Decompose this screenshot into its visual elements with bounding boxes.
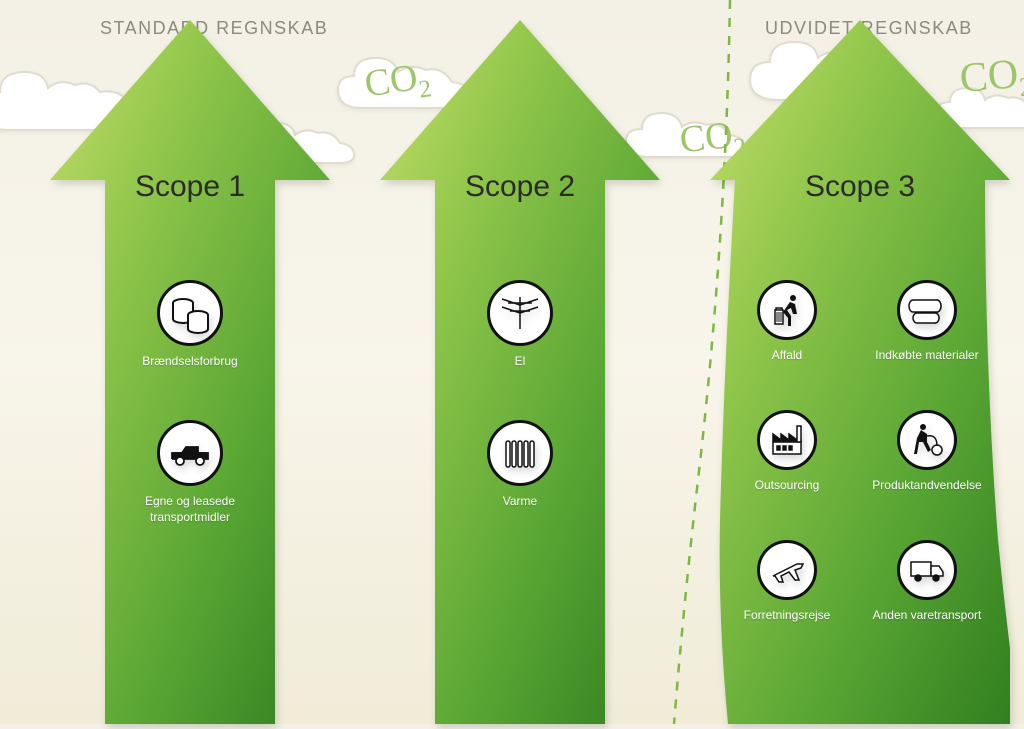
item-electricity: El	[455, 280, 585, 370]
lorry-icon	[897, 540, 957, 600]
item-label: Forretningsrejse	[744, 608, 831, 624]
power-icon	[487, 280, 553, 346]
scope-arrow-3: Scope 3 Affald Indkøbte materialer Outso…	[710, 20, 1010, 724]
item-waste: Affald	[722, 280, 852, 364]
scope-title: Scope 1	[50, 170, 330, 204]
item-fuel: Brændselsforbrug	[125, 280, 255, 370]
waste-icon	[757, 280, 817, 340]
radiator-icon	[487, 420, 553, 486]
item-outsourcing: Outsourcing	[722, 410, 852, 494]
logs-icon	[897, 280, 957, 340]
item-product-use: Produktandvendelse	[862, 410, 992, 494]
item-label: Indkøbte materialer	[875, 348, 978, 364]
item-label: Produktandvendelse	[872, 478, 981, 494]
truck-icon	[157, 420, 223, 486]
item-label: Affald	[772, 348, 802, 364]
item-travel: Forretningsrejse	[722, 540, 852, 624]
scope-arrow-1: Scope 1 Brændselsforbrug Egne og leasede…	[50, 20, 330, 724]
factory-icon	[757, 410, 817, 470]
item-label: El	[515, 354, 526, 370]
plane-icon	[757, 540, 817, 600]
item-heat: Varme	[455, 420, 585, 510]
item-transport: Egne og leasede transportmidler	[125, 420, 255, 525]
vacuum-icon	[897, 410, 957, 470]
item-label: Egne og leasede transportmidler	[125, 494, 255, 525]
scope-arrow-2: Scope 2 El Varme	[380, 20, 660, 724]
item-label: Anden varetransport	[873, 608, 982, 624]
item-label: Varme	[503, 494, 537, 510]
scope-title: Scope 2	[380, 170, 660, 204]
barrels-icon	[157, 280, 223, 346]
scope-title: Scope 3	[710, 170, 1010, 204]
item-label: Brændselsforbrug	[142, 354, 237, 370]
item-label: Outsourcing	[755, 478, 820, 494]
item-materials: Indkøbte materialer	[862, 280, 992, 364]
item-freight: Anden varetransport	[862, 540, 992, 624]
